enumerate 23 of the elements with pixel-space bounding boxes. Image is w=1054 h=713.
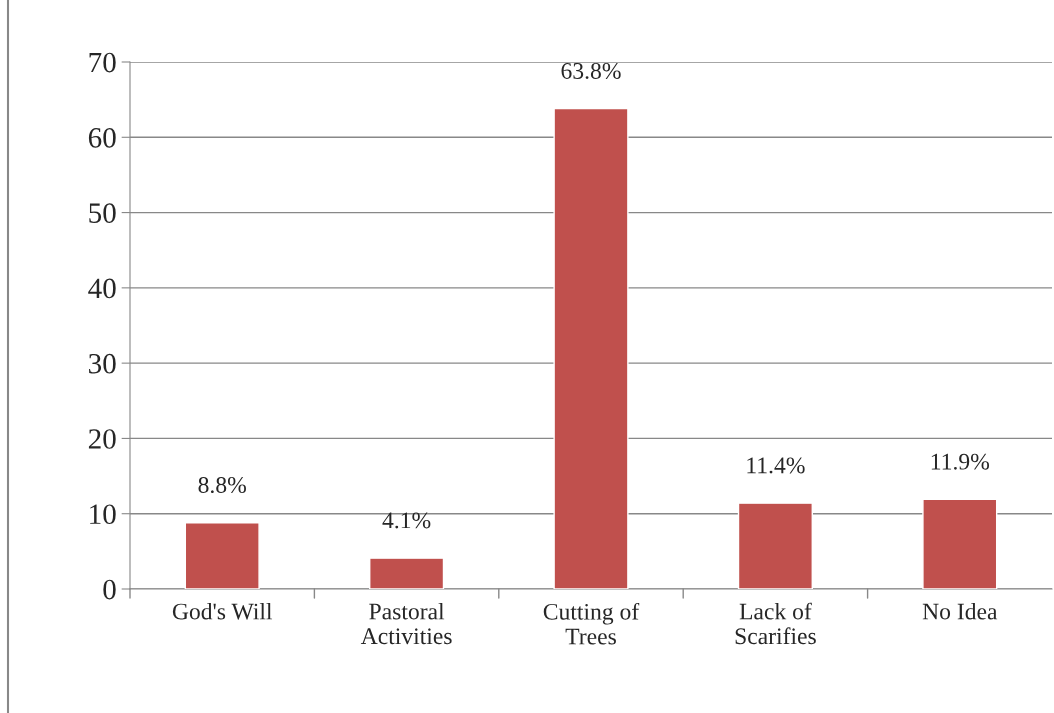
- y-tick-label: 50: [89, 203, 116, 223]
- y-tick-label: 30: [89, 353, 116, 374]
- bar: [184, 522, 260, 589]
- data-label: 4.1%: [382, 512, 431, 529]
- bar: [553, 107, 629, 589]
- y-tick-label: 40: [88, 278, 116, 299]
- data-label: 63.8%: [561, 62, 621, 79]
- x-tick-label: Lack of Scarifies: [735, 602, 816, 645]
- x-tick-label: Pastoral Activities: [360, 602, 452, 645]
- y-tick-label: 0: [103, 579, 116, 600]
- x-tick-label: Cutting of Trees: [543, 602, 640, 645]
- y-tick-label: 10: [90, 504, 116, 525]
- y-tick-label: 20: [88, 429, 116, 449]
- x-tick-label: God's Will: [172, 602, 273, 620]
- data-label: 11.4%: [747, 457, 805, 474]
- data-label: 11.9%: [931, 453, 990, 470]
- bar: [922, 498, 998, 589]
- x-tick-label: No Idea: [922, 602, 998, 620]
- bar: [369, 557, 445, 589]
- y-tick-label: 70: [89, 52, 116, 73]
- bar: [737, 502, 813, 589]
- y-tick-label: 60: [88, 128, 116, 148]
- data-label: 8.8%: [198, 477, 246, 494]
